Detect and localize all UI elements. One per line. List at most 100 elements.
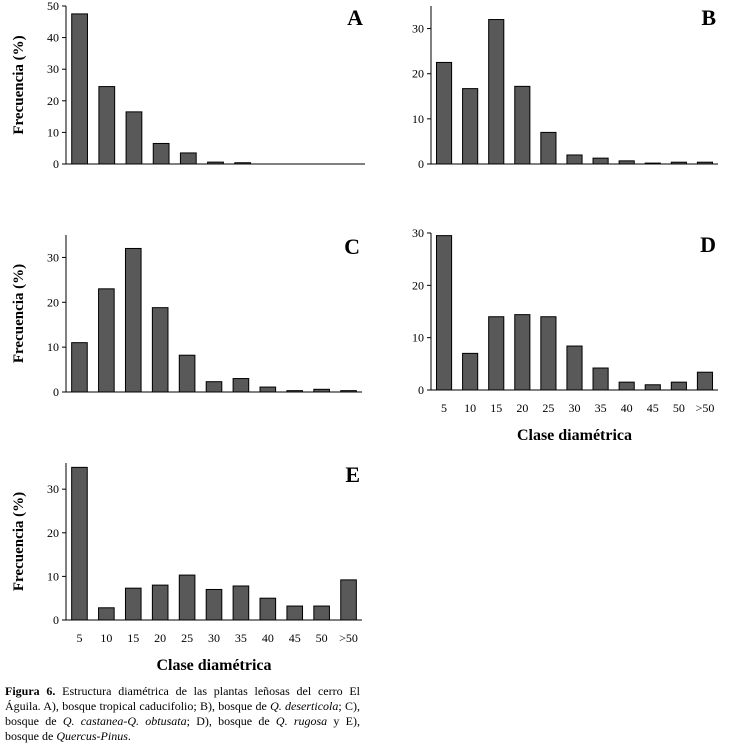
bar-b-2: [488, 19, 505, 165]
bar-e-5: [205, 588, 223, 621]
bar-b-0: [435, 61, 453, 165]
caption-text-1: Estructura diamétrica de las plantas leñ…: [5, 684, 361, 713]
bar-b-3: [514, 85, 531, 165]
y-tick-label: 30: [47, 62, 59, 76]
x-tick-label: 30: [569, 401, 581, 415]
y-axis-label: Frecuencia (%): [11, 35, 27, 134]
x-tick-label: 45: [289, 631, 301, 645]
y-tick-label: 10: [47, 125, 59, 139]
y-tick-label: 30: [47, 250, 59, 264]
bar-d-2: [488, 316, 505, 391]
y-tick-label: 20: [47, 94, 59, 108]
panel-e: 0 10 20 30 5 10 15 20 25 30 35 40 45 50 >50 E Frecuencia…: [11, 462, 362, 674]
caption-species-2: Q. castanea-Q. obtusata: [62, 714, 187, 728]
panel-letter: E: [345, 462, 360, 487]
bar-e-1: [98, 607, 115, 621]
bar-a-6: [234, 162, 252, 165]
bar-d-5: [566, 345, 583, 391]
bar-d-0: [435, 235, 453, 391]
x-tick-label: 25: [542, 401, 554, 415]
x-tick-label: 40: [621, 401, 633, 415]
caption-species-1: Q. deserticola: [270, 699, 339, 713]
y-axis-label: Frecuencia (%): [11, 492, 27, 591]
x-tick-label: 5: [76, 631, 82, 645]
y-tick-label: 0: [53, 613, 59, 627]
caption-text-4: y E), bosque de: [5, 714, 360, 743]
y-tick-label: 20: [412, 278, 424, 292]
x-tick-label: 45: [647, 401, 659, 415]
bar-e-2: [124, 587, 142, 621]
caption-label: Figura 6.: [5, 684, 56, 698]
bar-b-4: [540, 131, 557, 165]
x-tick-label: 20: [516, 401, 528, 415]
x-tick-label: 40: [262, 631, 274, 645]
x-axis-label: Clase diamétrica: [156, 657, 271, 674]
y-tick-label: 0: [418, 157, 424, 171]
bar-a-2: [125, 111, 143, 165]
bar-c-5: [205, 381, 223, 393]
bar-e-0: [71, 466, 88, 621]
y-tick-label: 30: [412, 22, 424, 36]
x-tick-label: 35: [595, 401, 607, 415]
x-tick-label: 30: [208, 631, 220, 645]
bar-e-3: [151, 584, 169, 621]
bar-c-2: [124, 247, 142, 393]
bar-d-3: [514, 314, 531, 391]
bar-c-6: [232, 378, 250, 393]
panel-d: 0 10 20 30 5 10 15 20 25 30 35 40 45 50 >50 D Clase diam…: [412, 226, 718, 444]
bar-b-7: [618, 160, 635, 165]
panel-letter: D: [700, 232, 716, 257]
y-tick-label: 10: [47, 569, 59, 583]
bar-e-4: [178, 574, 196, 621]
x-tick-label: 20: [154, 631, 166, 645]
x-tick-label: 25: [181, 631, 193, 645]
y-tick-label: 10: [47, 340, 59, 354]
y-tick-label: 30: [47, 482, 59, 496]
y-tick-label: 10: [412, 112, 424, 126]
x-tick-label: 50: [673, 401, 685, 415]
bar-d-6: [592, 367, 609, 391]
bar-c-10: [340, 390, 357, 393]
x-tick-label: 10: [464, 401, 476, 415]
bar-c-7: [259, 386, 277, 393]
y-tick-label: 0: [53, 385, 59, 399]
x-tick-label: 10: [100, 631, 112, 645]
bar-e-7: [259, 597, 277, 621]
bar-b-1: [462, 88, 479, 165]
bar-c-8: [286, 390, 304, 393]
bar-d-4: [540, 316, 557, 391]
panel-letter: B: [701, 5, 716, 30]
x-tick-label: >50: [339, 631, 358, 645]
panel-b: 0 10 20 30 B: [412, 5, 718, 171]
bar-c-9: [313, 388, 330, 393]
panel-letter: C: [344, 234, 360, 259]
bar-e-9: [313, 605, 330, 621]
bar-e-6: [232, 585, 250, 621]
y-tick-label: 20: [412, 67, 424, 81]
x-tick-label: >50: [696, 401, 715, 415]
y-tick-label: 20: [47, 526, 59, 540]
bar-b-10: [696, 161, 714, 165]
y-axis-label: Frecuencia (%): [11, 264, 27, 363]
bar-b-6: [592, 157, 609, 165]
x-tick-label: 5: [441, 401, 447, 415]
y-tick-label: 20: [47, 295, 59, 309]
y-tick-label: 40: [47, 31, 59, 45]
panel-a: 0 10 20 30 40 50 A Frecuencia (%): [11, 0, 365, 171]
panel-letter: A: [347, 5, 363, 30]
caption-text-2: ; C), bosque de: [5, 699, 360, 728]
x-tick-label: 35: [235, 631, 247, 645]
caption-text-3: ; D), bosque de: [186, 714, 276, 728]
x-tick-label: 15: [127, 631, 139, 645]
x-tick-label: 15: [490, 401, 502, 415]
bar-c-3: [151, 307, 169, 393]
bar-c-0: [71, 342, 88, 393]
bar-d-8: [644, 384, 661, 391]
y-tick-label: 30: [412, 226, 424, 240]
x-axis-label: Clase diamétrica: [517, 427, 632, 444]
bar-e-10: [340, 579, 357, 621]
y-tick-label: 10: [412, 331, 424, 345]
x-tick-label: 50: [316, 631, 328, 645]
y-tick-label: 0: [53, 157, 59, 171]
